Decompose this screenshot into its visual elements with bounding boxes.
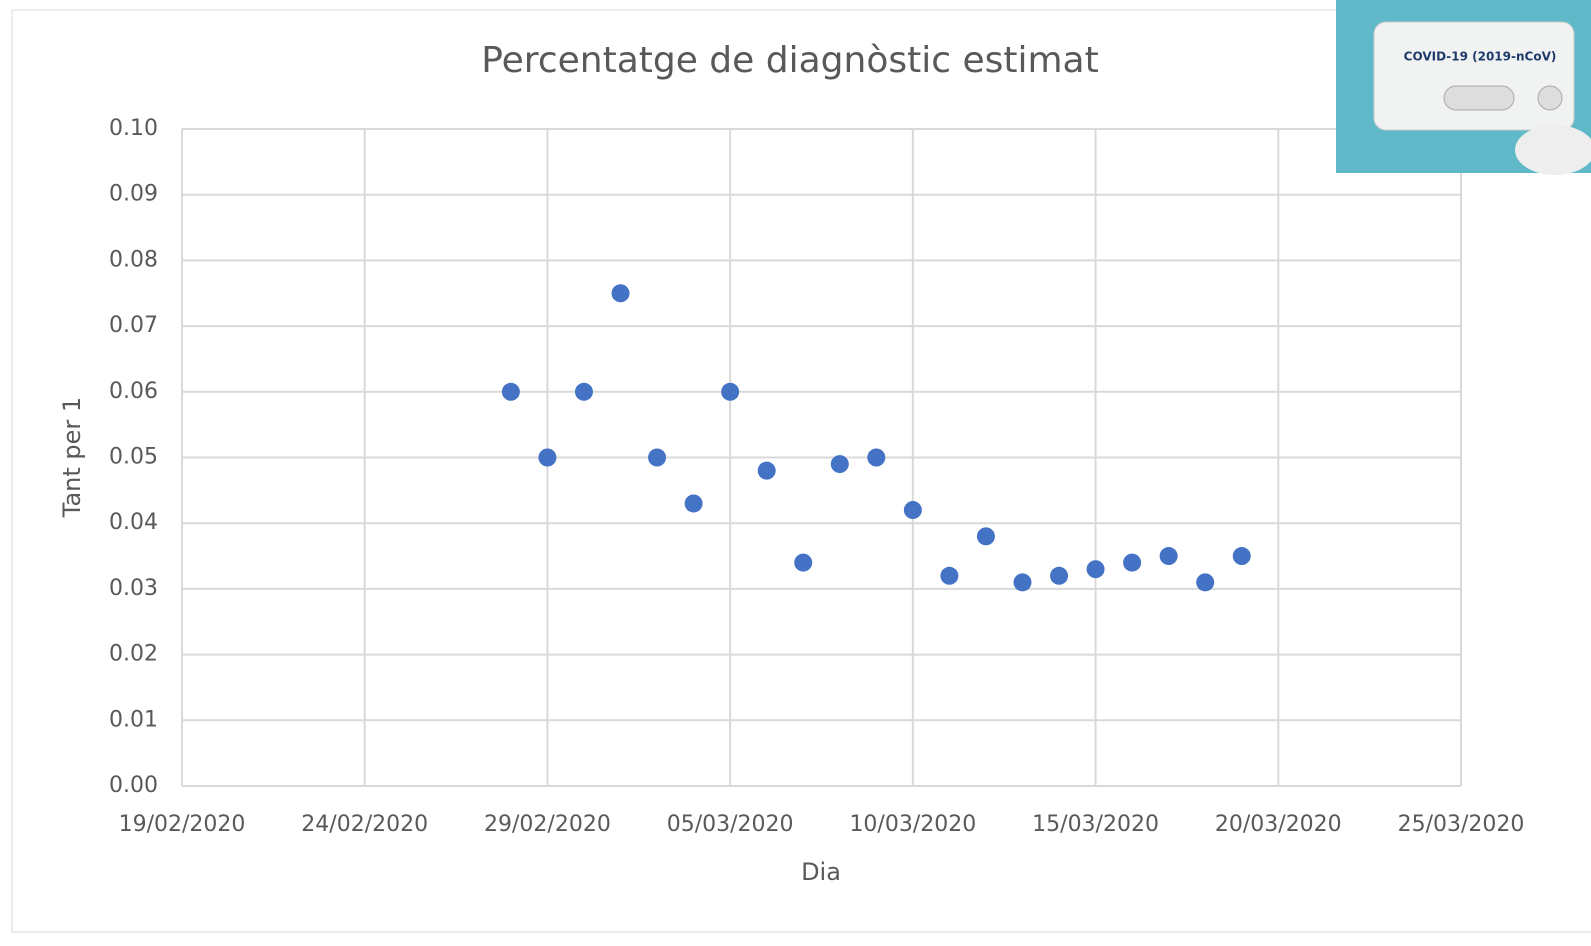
- y-tick-label: 0.07: [109, 313, 158, 338]
- y-tick-label: 0.04: [109, 510, 158, 535]
- inset-photo: COVID-19 (2019-nCoV): [1336, 0, 1591, 175]
- point: [1196, 573, 1215, 592]
- inset-label: COVID-19 (2019-nCoV): [1404, 50, 1557, 64]
- point: [794, 553, 813, 572]
- x-tick-label: 05/03/2020: [667, 812, 794, 837]
- point: [940, 566, 959, 585]
- point: [538, 448, 557, 467]
- x-tick-label: 24/02/2020: [301, 812, 428, 837]
- y-axis-title: Tant per 1: [58, 397, 86, 518]
- point: [611, 284, 630, 303]
- y-tick-label: 0.01: [109, 707, 158, 732]
- point: [976, 527, 995, 546]
- x-tick-label: 19/02/2020: [119, 812, 246, 837]
- point: [501, 382, 520, 401]
- y-tick-label: 0.10: [109, 116, 158, 141]
- x-tick-label: 25/03/2020: [1398, 812, 1525, 837]
- chart-frame: [11, 9, 1591, 933]
- point: [1159, 547, 1178, 566]
- point: [1050, 566, 1069, 585]
- point: [1086, 560, 1105, 579]
- test-cassette: [1373, 21, 1575, 131]
- x-tick-label: 15/03/2020: [1032, 812, 1159, 837]
- point: [574, 382, 593, 401]
- glove: [1515, 125, 1591, 175]
- point: [1123, 553, 1142, 572]
- y-tick-label: 0.00: [109, 773, 158, 798]
- x-axis-title: Dia: [801, 858, 841, 886]
- point: [1013, 573, 1032, 592]
- y-tick-label: 0.05: [109, 445, 158, 470]
- point: [721, 382, 740, 401]
- y-tick-label: 0.09: [109, 182, 158, 207]
- x-tick-label: 20/03/2020: [1215, 812, 1342, 837]
- point: [903, 501, 922, 520]
- x-tick-label: 29/02/2020: [484, 812, 611, 837]
- point: [757, 461, 776, 480]
- point: [830, 455, 849, 474]
- y-tick-label: 0.03: [109, 576, 158, 601]
- chart-title: Percentatge de diagnòstic estimat: [481, 40, 1099, 81]
- y-tick-label: 0.06: [109, 379, 158, 404]
- point: [867, 448, 886, 467]
- point: [1232, 547, 1251, 566]
- sample-well: [1537, 85, 1563, 111]
- y-tick-label: 0.02: [109, 642, 158, 667]
- test-window: [1443, 85, 1515, 111]
- point: [648, 448, 667, 467]
- y-tick-label: 0.08: [109, 247, 158, 272]
- point: [684, 494, 703, 513]
- x-tick-label: 10/03/2020: [849, 812, 976, 837]
